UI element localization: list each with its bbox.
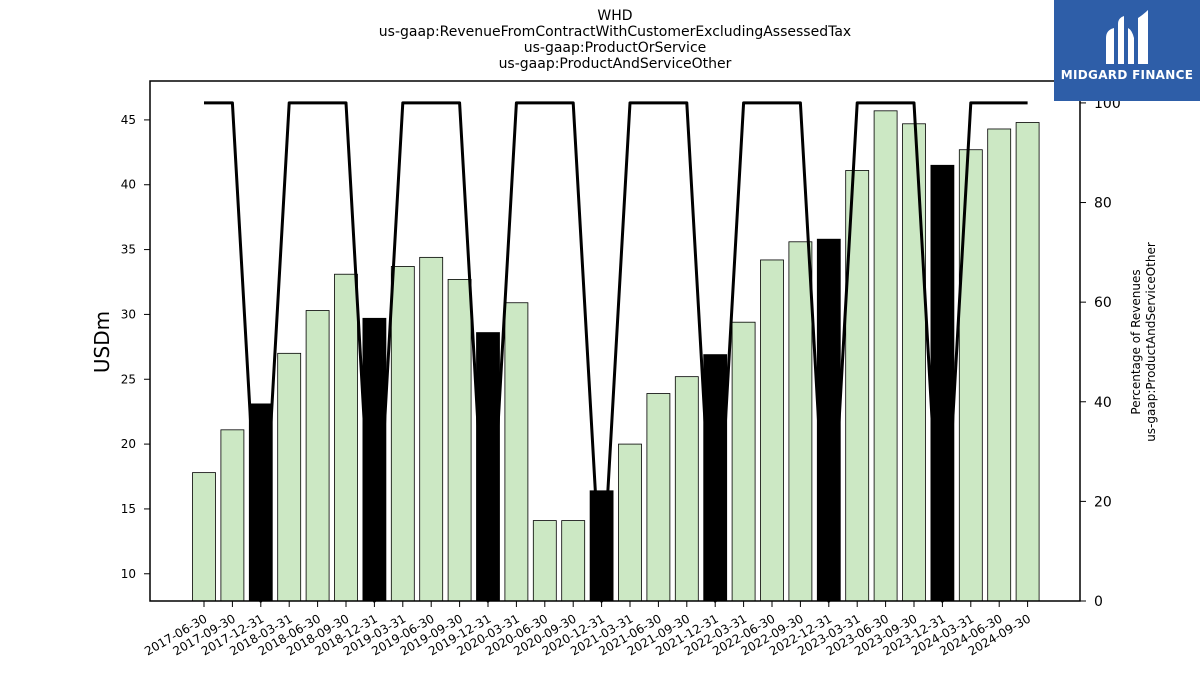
bar-2017-09-30 [220, 429, 245, 602]
bar-2023-06-30 [873, 110, 898, 602]
bar-2021-09-30 [674, 376, 699, 602]
bar-2022-09-30 [788, 241, 813, 602]
bar-2020-06-30 [532, 520, 557, 602]
y-tick-label-45: 45 [121, 113, 136, 127]
bar-2018-03-31 [277, 352, 302, 602]
y-axis-label: USDm [90, 310, 114, 374]
midgard-logo-icon [1106, 10, 1148, 64]
bar-2020-09-30 [561, 520, 586, 602]
y2-axis-label-line-1: Percentage of Revenues [1129, 269, 1143, 415]
y2-tick-label-60: 60 [1094, 295, 1112, 311]
y2-tick-label-80: 80 [1094, 196, 1112, 212]
y-tick-label-35: 35 [121, 243, 136, 257]
y-tick-label-30: 30 [121, 307, 136, 321]
y2-tick-label-0: 0 [1094, 594, 1103, 610]
bar-2024-03-31 [958, 149, 983, 602]
y2-axis-label: Percentage of Revenues us-gaap:ProductAn… [1129, 242, 1159, 442]
chart-title-line-4: us-gaap:ProductAndServiceOther [498, 56, 732, 72]
bar-2020-03-31 [504, 302, 529, 602]
bar-2017-06-30 [192, 472, 216, 602]
bar-2021-06-30 [646, 393, 671, 602]
bar-2018-06-30 [305, 310, 330, 602]
chart-title-line-1: WHD [597, 8, 633, 24]
chart-title-line-2: us-gaap:RevenueFromContractWithCustomerE… [378, 24, 852, 40]
y2-tick-label-20: 20 [1094, 494, 1112, 510]
y2-axis-label-line-2: us-gaap:ProductAndServiceOther [1144, 242, 1158, 442]
bar-2024-09-30 [1015, 122, 1040, 602]
bar-2023-12-31 [930, 164, 955, 602]
y-tick-label-25: 25 [121, 372, 136, 386]
logo: MIDGARD FINANCE [1054, 0, 1200, 101]
bar-2022-12-31 [816, 238, 841, 602]
logo-text: MIDGARD FINANCE [1060, 68, 1194, 82]
percentage-line [204, 101, 1028, 603]
bar-2019-03-31 [390, 266, 415, 602]
bar-2022-03-31 [731, 321, 756, 602]
bar-2019-09-30 [447, 279, 472, 602]
plot-frame [149, 80, 1081, 602]
bar-2023-09-30 [902, 123, 926, 602]
bar-2019-06-30 [419, 256, 444, 602]
y-tick-label-40: 40 [121, 178, 136, 192]
bar-2018-09-30 [334, 273, 358, 602]
y-tick-label-10: 10 [121, 567, 136, 581]
bar-2022-06-30 [760, 259, 784, 602]
chart-title-line-3: us-gaap:ProductOrService [523, 40, 707, 56]
y-tick-label-20: 20 [121, 437, 136, 451]
y2-tick-label-40: 40 [1094, 395, 1112, 411]
y-tick-label-15: 15 [121, 502, 136, 516]
bar-2017-12-31 [248, 403, 273, 602]
bar-2024-06-30 [987, 128, 1012, 602]
bar-2021-03-31 [618, 443, 642, 602]
